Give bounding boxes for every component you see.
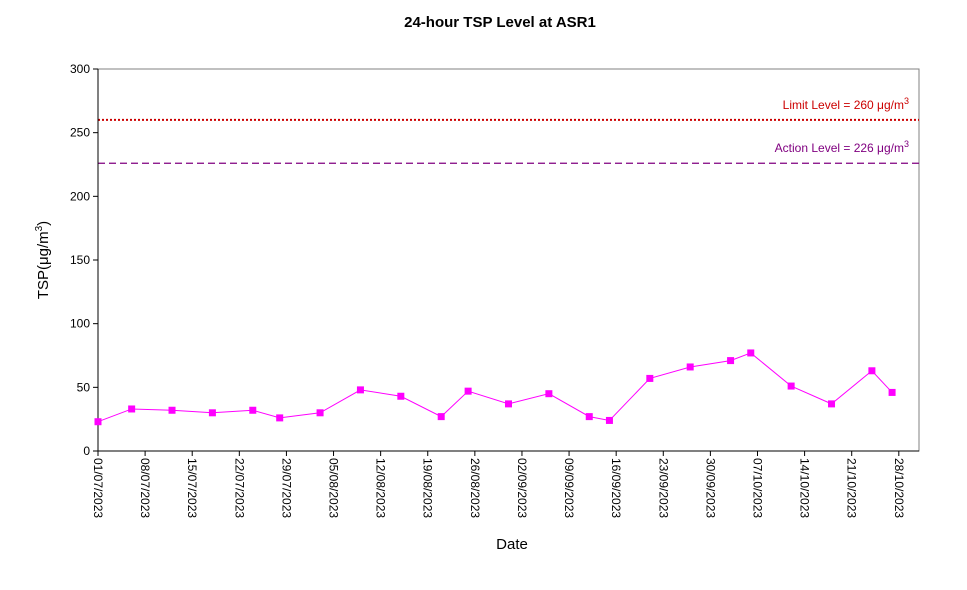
data-point (605, 416, 613, 424)
x-tick-label: 22/07/2023 (232, 458, 246, 518)
x-tick-label: 21/10/2023 (845, 458, 859, 518)
y-axis: 0 50 100 150 200 250 300 (70, 62, 99, 458)
data-point (585, 413, 593, 421)
y-tick-label: 0 (83, 444, 90, 458)
x-tick-label: 05/08/2023 (327, 458, 341, 518)
data-point (128, 405, 136, 413)
reference-line-label-superscript: 3 (904, 139, 909, 149)
x-tick-label: 08/07/2023 (138, 458, 152, 518)
data-point (94, 418, 102, 426)
x-tick-label: 07/10/2023 (750, 458, 764, 518)
x-axis: 01/07/2023 08/07/2023 15/07/2023 22/07/2023… (91, 450, 919, 518)
data-point (686, 363, 694, 371)
data-point (276, 414, 284, 422)
y-tick-label: 150 (70, 253, 90, 267)
plot-area (97, 68, 920, 452)
data-point (356, 386, 364, 394)
data-point (397, 392, 405, 400)
y-axis-label-superscript: 3 (34, 225, 45, 231)
data-point (727, 357, 735, 365)
chart-title: 24-hour TSP Level at ASR1 (404, 14, 596, 31)
x-tick-label: 01/07/2023 (91, 458, 105, 518)
x-tick-label: 15/07/2023 (185, 458, 199, 518)
data-point (787, 382, 795, 390)
data-point (464, 387, 472, 395)
data-point (316, 409, 324, 417)
reference-line-label: Action Level = 226 μg/m3 (775, 139, 909, 155)
reference-line-label-text: Action Level = 226 μg/m (775, 141, 904, 155)
data-point (249, 406, 257, 414)
reference-line-label-text: Limit Level = 260 μg/m (783, 98, 904, 112)
x-tick-label: 16/09/2023 (609, 458, 623, 518)
y-tick-label: 50 (77, 380, 91, 394)
data-point (505, 400, 512, 408)
x-tick-label: 19/08/2023 (421, 458, 435, 518)
x-axis-label: Date (496, 536, 528, 553)
data-point (868, 367, 876, 375)
x-tick-label: 12/08/2023 (374, 458, 388, 518)
x-tick-label: 28/10/2023 (892, 458, 906, 518)
y-axis-label-close: ) (35, 221, 52, 226)
y-tick-label: 100 (70, 317, 90, 331)
data-point (545, 390, 553, 398)
series-line (97, 352, 893, 423)
data-point (888, 388, 896, 396)
reference-line-label-superscript: 3 (904, 96, 909, 106)
x-tick-label: 02/09/2023 (515, 458, 529, 518)
y-tick-label: 300 (70, 62, 90, 76)
x-tick-label: 23/09/2023 (656, 458, 670, 518)
data-point (828, 400, 836, 408)
series-layer (94, 349, 896, 426)
data-point (437, 413, 445, 421)
data-point (747, 349, 755, 357)
data-point (208, 409, 216, 417)
x-tick-label: 14/10/2023 (798, 458, 812, 518)
x-tick-label: 29/07/2023 (279, 458, 293, 518)
reference-line-label: Limit Level = 260 μg/m3 (783, 96, 909, 112)
y-axis-label-text: TSP(μg/m (35, 231, 52, 299)
data-point (646, 374, 654, 382)
y-tick-label: 250 (70, 126, 90, 140)
x-tick-label: 30/09/2023 (703, 458, 717, 518)
x-tick-label: 09/09/2023 (562, 458, 576, 518)
x-tick-label: 26/08/2023 (468, 458, 482, 518)
plot-frame (97, 68, 920, 452)
y-tick-label: 200 (70, 189, 90, 203)
data-point (168, 406, 176, 414)
y-axis-label: TSP(μg/m3) (34, 221, 52, 299)
